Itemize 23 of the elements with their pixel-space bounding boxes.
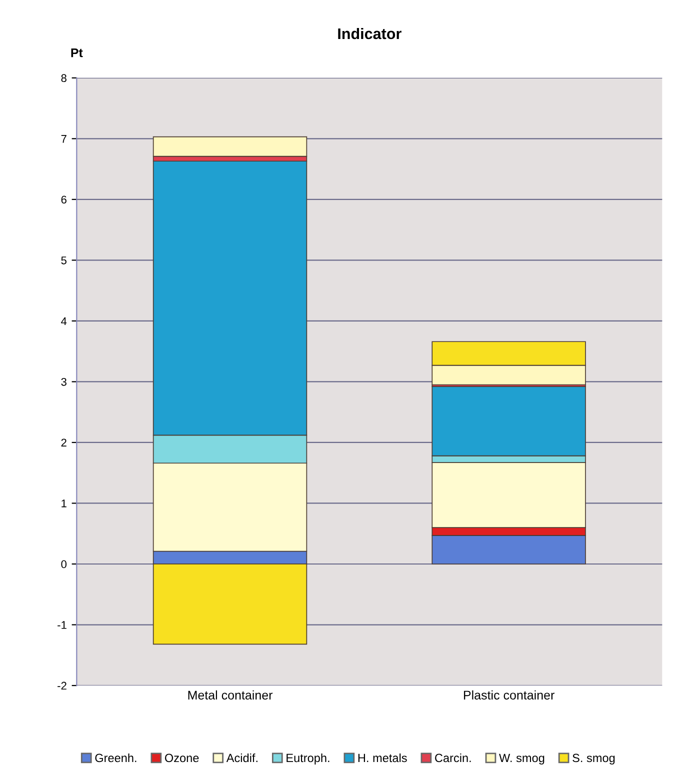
x-tick-label: Metal container <box>188 690 273 700</box>
y-tick-label: 3 <box>61 378 66 386</box>
legend-label: Carcin. <box>435 753 471 762</box>
y-tick-label: 2 <box>61 438 66 446</box>
y-tick-label: 6 <box>61 196 66 204</box>
y-tick-label: 4 <box>61 317 67 325</box>
y-tick-label: 5 <box>61 256 66 264</box>
legend-label: Greenh. <box>95 753 136 762</box>
y-tick-label: 1 <box>62 500 66 508</box>
y-tick-label: 0 <box>61 560 67 568</box>
legend-label: Eutroph. <box>286 753 330 764</box>
y-axis-title: Pt <box>71 48 83 58</box>
legend-label: Acidif. <box>226 753 258 762</box>
y-tick-label: -2 <box>58 682 66 690</box>
y-tick-label: 8 <box>61 74 66 82</box>
legend-label: W. smog <box>499 754 544 764</box>
legend-label: H. metals <box>358 753 407 762</box>
legend-label: S. smog <box>572 754 615 764</box>
y-tick-label: -1 <box>58 621 66 629</box>
chart-title: Indicator <box>338 28 402 40</box>
x-tick-label: Plastic container <box>464 690 554 700</box>
y-tick-label: 7 <box>61 135 66 143</box>
legend-label: Ozone <box>164 754 199 762</box>
